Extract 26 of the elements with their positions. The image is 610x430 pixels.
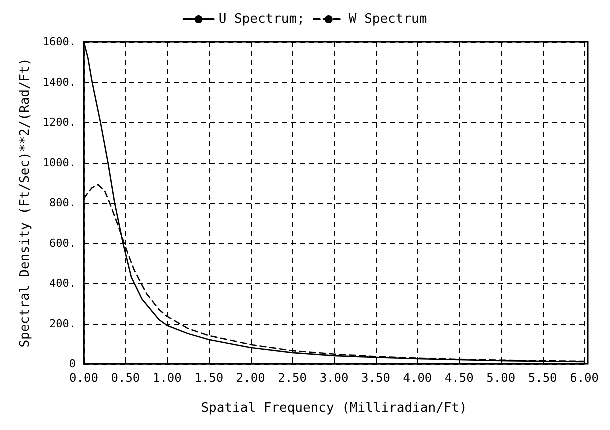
- legend-label: W Spectrum: [348, 12, 428, 27]
- x-tick-label: 6.00: [570, 371, 600, 385]
- x-tick-label: 5.00: [486, 371, 516, 385]
- x-tick-label: 4.00: [403, 371, 432, 385]
- x-tick-label: 0.50: [111, 371, 140, 385]
- x-tick-label: 1.00: [152, 371, 182, 385]
- y-tick-label: 1000.: [42, 156, 76, 170]
- x-tick-label: 4.50: [444, 371, 474, 385]
- y-tick-label: 1600.: [42, 36, 76, 48]
- x-tick-label: 0.00: [70, 371, 98, 385]
- y-tick-label: 400.: [50, 277, 76, 290]
- x-tick-label: 5.50: [528, 371, 558, 385]
- x-tick-label: 2.00: [236, 371, 266, 385]
- y-tick-label: 800.: [50, 196, 76, 210]
- x-axis-title: Spatial Frequency (Milliradian/Ft): [201, 401, 468, 416]
- x-tick-label: 3.50: [362, 371, 390, 385]
- y-tick-label: 1200.: [42, 116, 76, 129]
- y-tick-label: 1400.: [42, 76, 76, 89]
- y-tick-label: 600.: [50, 236, 76, 250]
- x-tick-label: 2.50: [278, 371, 308, 385]
- legend-label: U Spectrum;: [218, 12, 305, 27]
- y-axis-title: Spectral Density (Ft/Sec)**2/(Rad/Ft): [18, 58, 33, 348]
- x-tick-label: 3.00: [320, 371, 349, 385]
- y-tick-label: 0: [69, 358, 76, 370]
- y-tick-label: 200.: [50, 317, 76, 330]
- x-tick-label: 1.50: [194, 371, 224, 385]
